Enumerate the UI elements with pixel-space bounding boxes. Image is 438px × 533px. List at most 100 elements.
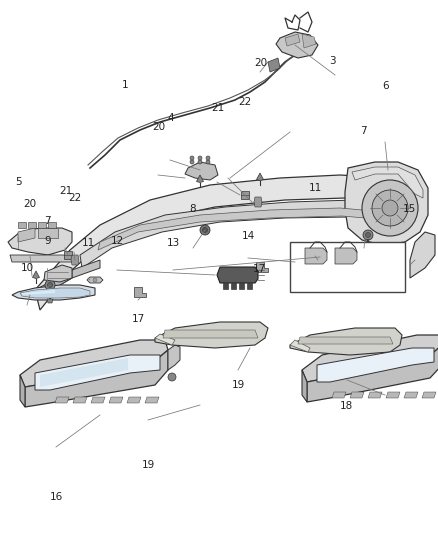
Circle shape — [190, 156, 194, 160]
Text: 14: 14 — [242, 231, 255, 240]
Circle shape — [365, 232, 371, 238]
Polygon shape — [80, 200, 400, 268]
Polygon shape — [35, 175, 415, 310]
Polygon shape — [302, 34, 316, 48]
Text: 17: 17 — [131, 314, 145, 324]
Polygon shape — [47, 299, 53, 303]
Polygon shape — [22, 290, 55, 295]
Polygon shape — [155, 334, 175, 345]
Circle shape — [206, 160, 210, 164]
Circle shape — [318, 256, 322, 260]
Polygon shape — [241, 191, 249, 199]
Text: 3: 3 — [329, 56, 336, 66]
Polygon shape — [28, 222, 36, 228]
Polygon shape — [247, 283, 252, 289]
Polygon shape — [290, 340, 310, 352]
Polygon shape — [155, 322, 268, 348]
Circle shape — [206, 156, 210, 160]
Circle shape — [47, 282, 53, 287]
Text: 15: 15 — [403, 204, 416, 214]
Polygon shape — [18, 222, 26, 228]
Polygon shape — [302, 370, 307, 402]
Circle shape — [45, 280, 55, 290]
Text: 8: 8 — [189, 204, 196, 214]
Polygon shape — [422, 392, 436, 398]
Polygon shape — [64, 251, 72, 259]
Polygon shape — [25, 350, 168, 407]
Polygon shape — [40, 358, 128, 387]
Polygon shape — [276, 32, 318, 58]
Text: 19: 19 — [142, 460, 155, 470]
Polygon shape — [32, 271, 39, 279]
Polygon shape — [386, 392, 400, 398]
Polygon shape — [48, 222, 56, 228]
Polygon shape — [305, 248, 327, 264]
Text: 7: 7 — [44, 216, 51, 226]
Text: 22: 22 — [238, 98, 251, 107]
Polygon shape — [18, 228, 35, 242]
Polygon shape — [127, 397, 141, 403]
Circle shape — [190, 160, 194, 164]
Polygon shape — [168, 345, 180, 370]
Circle shape — [372, 190, 408, 226]
Polygon shape — [302, 335, 438, 382]
Polygon shape — [73, 397, 87, 403]
Polygon shape — [239, 283, 244, 289]
Circle shape — [362, 180, 418, 236]
Text: 19: 19 — [232, 380, 245, 390]
Polygon shape — [223, 283, 228, 289]
Polygon shape — [350, 392, 364, 398]
Circle shape — [198, 160, 202, 164]
Polygon shape — [254, 197, 262, 207]
Polygon shape — [256, 262, 268, 272]
Polygon shape — [38, 228, 58, 238]
Polygon shape — [12, 285, 95, 300]
Polygon shape — [109, 397, 123, 403]
Polygon shape — [317, 348, 434, 382]
Polygon shape — [345, 162, 428, 245]
Text: 13: 13 — [166, 238, 180, 247]
Polygon shape — [298, 337, 393, 344]
Circle shape — [202, 228, 208, 232]
Circle shape — [168, 373, 176, 381]
Polygon shape — [35, 355, 160, 390]
Polygon shape — [35, 270, 72, 298]
Polygon shape — [404, 392, 418, 398]
Circle shape — [382, 200, 398, 216]
Text: 11: 11 — [309, 183, 322, 192]
Text: 12: 12 — [111, 236, 124, 246]
Polygon shape — [35, 260, 100, 298]
Circle shape — [363, 230, 373, 240]
Polygon shape — [98, 208, 388, 250]
Text: 9: 9 — [44, 236, 51, 246]
Polygon shape — [257, 173, 264, 181]
Polygon shape — [335, 248, 357, 264]
Polygon shape — [10, 255, 72, 262]
Text: 21: 21 — [59, 186, 72, 196]
Text: 11: 11 — [82, 238, 95, 247]
Text: 7: 7 — [360, 126, 367, 135]
Circle shape — [200, 225, 210, 235]
Polygon shape — [352, 167, 423, 198]
Polygon shape — [163, 330, 258, 338]
Text: 1: 1 — [121, 80, 128, 90]
Polygon shape — [20, 340, 168, 387]
Polygon shape — [55, 397, 69, 403]
Polygon shape — [44, 265, 72, 282]
Text: 16: 16 — [49, 492, 63, 502]
Polygon shape — [134, 287, 146, 297]
Polygon shape — [410, 232, 435, 278]
Polygon shape — [268, 58, 280, 72]
Polygon shape — [91, 397, 105, 403]
Circle shape — [93, 278, 97, 282]
Polygon shape — [307, 345, 438, 402]
Polygon shape — [217, 267, 258, 283]
Polygon shape — [290, 328, 402, 355]
Text: 6: 6 — [382, 82, 389, 91]
Polygon shape — [71, 255, 79, 265]
Polygon shape — [231, 283, 236, 289]
Polygon shape — [365, 249, 371, 253]
Text: 20: 20 — [152, 122, 165, 132]
Bar — [290, 242, 405, 292]
Polygon shape — [312, 255, 328, 261]
